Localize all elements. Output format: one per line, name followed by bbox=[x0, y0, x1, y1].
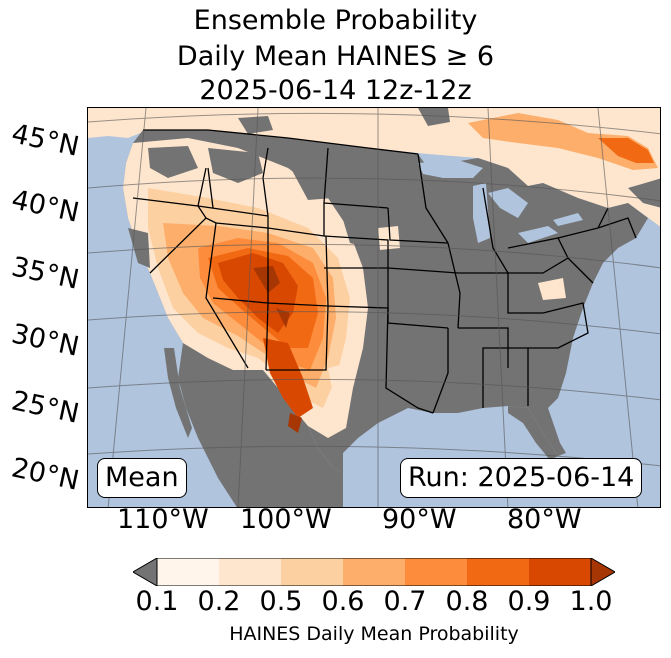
west-field-090 bbox=[218, 253, 313, 418]
run-label-box: Run: 2025-06-14 bbox=[400, 458, 643, 498]
graticule bbox=[88, 108, 660, 507]
west-field-100 bbox=[253, 266, 302, 433]
colorbar-tick-4: 0.7 bbox=[383, 586, 427, 617]
run-label: Run: 2025-06-14 bbox=[408, 462, 635, 493]
colorbar-tick-2: 0.5 bbox=[259, 586, 303, 617]
florida bbox=[508, 406, 558, 460]
colorbar-segment-5 bbox=[405, 558, 467, 586]
colorbar-segment-6 bbox=[467, 558, 529, 586]
colorbar-tick-3: 0.6 bbox=[321, 586, 365, 617]
colorbar-segment-1 bbox=[157, 558, 219, 586]
state-boundaries bbox=[132, 129, 637, 414]
colorbar-segment-4 bbox=[343, 558, 405, 586]
lat-label-45: 45°N bbox=[8, 118, 82, 163]
colorbar-tick-1: 0.2 bbox=[197, 586, 241, 617]
colorbar-tick-0: 0.1 bbox=[135, 586, 179, 617]
canada-hotspot-quebec bbox=[598, 138, 654, 163]
colorbar-segment-7 bbox=[529, 558, 591, 586]
colorbar-under-arrow bbox=[133, 558, 158, 586]
colorbar-outline bbox=[156, 558, 592, 586]
lon-label-110: 110°W bbox=[117, 504, 209, 535]
lat-label-30: 30°N bbox=[8, 318, 82, 363]
title-line-2: Daily Mean HAINES ≥ 6 bbox=[176, 41, 495, 72]
canada-hotspot-east bbox=[468, 113, 658, 170]
lat-label-35: 35°N bbox=[8, 251, 82, 296]
mean-label-box: Mean bbox=[97, 458, 187, 498]
colorbar-tick-6: 0.9 bbox=[507, 586, 551, 617]
colorbar-segment-2 bbox=[219, 558, 281, 586]
lon-label-100: 100°W bbox=[240, 504, 332, 535]
lat-label-40: 40°N bbox=[8, 184, 82, 229]
colorbar-segment-3 bbox=[281, 558, 343, 586]
west-gray-patches bbox=[128, 146, 368, 268]
lat-label-25: 25°N bbox=[8, 385, 82, 430]
baja-peninsula bbox=[164, 348, 192, 438]
great-lakes bbox=[418, 160, 583, 243]
lon-label-80: 80°W bbox=[507, 504, 582, 535]
title-line-3: 2025-06-14 12z-12z bbox=[199, 75, 472, 106]
map-panel bbox=[87, 107, 661, 508]
colorbar bbox=[133, 558, 615, 586]
lon-label-90: 90°W bbox=[382, 504, 457, 535]
mexico-land bbox=[178, 343, 343, 507]
colorbar-tick-7: 1.0 bbox=[569, 586, 613, 617]
lat-label-20: 20°N bbox=[8, 452, 82, 497]
title-line-1: Ensemble Probability bbox=[193, 5, 478, 36]
colorbar-label: HAINES Daily Mean Probability bbox=[229, 623, 519, 645]
colorbar-tick-5: 0.8 bbox=[445, 586, 489, 617]
mean-label: Mean bbox=[105, 462, 179, 493]
colorbar-over-arrow bbox=[590, 558, 615, 586]
map-svg bbox=[88, 108, 660, 507]
